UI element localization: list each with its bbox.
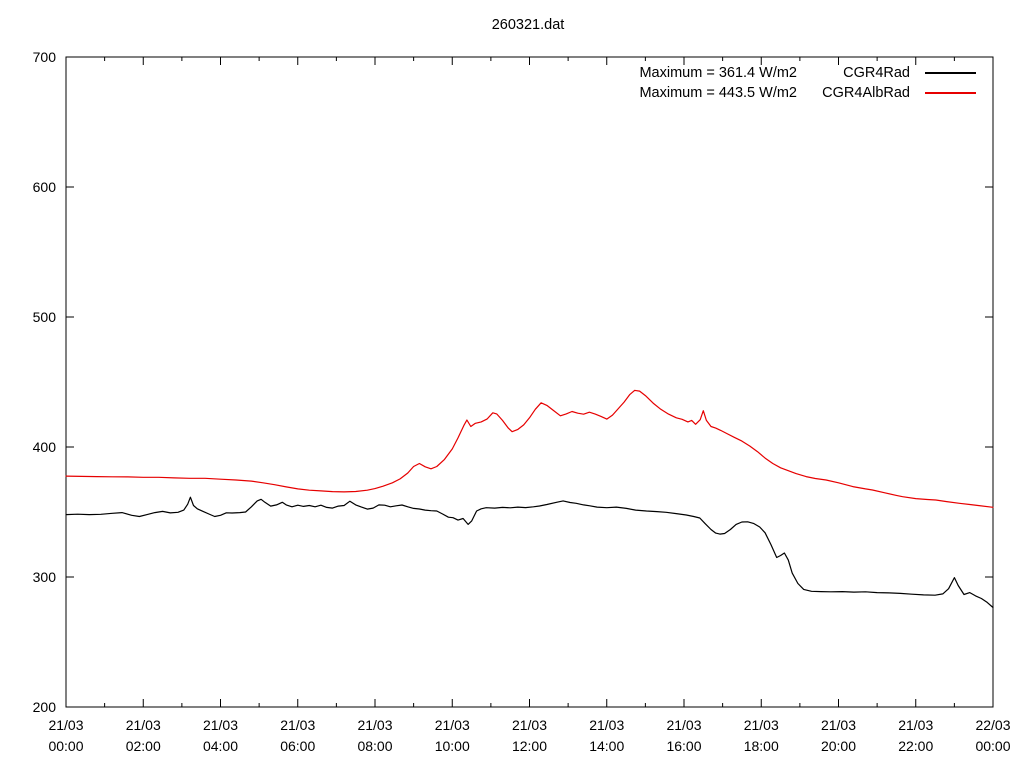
x-tick-label-date: 21/03 (744, 717, 779, 733)
x-tick-label-time: 16:00 (666, 738, 701, 754)
x-tick-label-date: 22/03 (975, 717, 1010, 733)
x-tick-label-time: 22:00 (898, 738, 933, 754)
x-tick-label-time: 20:00 (821, 738, 856, 754)
x-tick-label-date: 21/03 (435, 717, 470, 733)
x-tick-label-date: 21/03 (666, 717, 701, 733)
y-tick-label: 500 (33, 309, 57, 325)
legend-label-cgr4rad: CGR4Rad (843, 65, 910, 81)
x-tick-label-time: 12:00 (512, 738, 547, 754)
x-tick-label-date: 21/03 (898, 717, 933, 733)
x-tick-label-date: 21/03 (280, 717, 315, 733)
series-cgr4albrad-line (65, 389, 994, 508)
x-tick-label-date: 21/03 (126, 717, 161, 733)
x-tick-label-time: 02:00 (126, 738, 161, 754)
x-tick-label-date: 21/03 (203, 717, 238, 733)
series-cgr4rad-line (65, 496, 994, 609)
y-tick-label: 300 (33, 569, 57, 585)
x-tick-label-time: 10:00 (435, 738, 470, 754)
plot-border (65, 56, 994, 708)
x-tick-label-time: 00:00 (48, 738, 83, 754)
legend-line-sample-cgr4albrad (925, 91, 976, 94)
legend-label-cgr4albrad: CGR4AlbRad (822, 84, 910, 101)
legend-annotation-cgr4rad: Maximum = 361.4 W/m2 (639, 65, 797, 81)
x-tick-label-date: 21/03 (48, 717, 83, 733)
y-tick-label: 700 (33, 49, 57, 65)
legend-annotation-cgr4albrad: Maximum = 443.5 W/m2 (639, 84, 797, 101)
y-tick-label: 200 (33, 699, 57, 715)
x-tick-label-date: 21/03 (821, 717, 856, 733)
x-tick-label-time: 00:00 (975, 738, 1010, 754)
x-tick-label-date: 21/03 (512, 717, 547, 733)
x-tick-label-time: 08:00 (357, 738, 392, 754)
x-tick-label-date: 21/03 (357, 717, 392, 733)
x-tick-label-time: 14:00 (589, 738, 624, 754)
chart-title: 260321.dat (491, 17, 565, 33)
x-tick-label-time: 04:00 (203, 738, 238, 754)
y-tick-label: 600 (33, 179, 57, 195)
legend-line-sample-cgr4rad (925, 72, 976, 74)
x-tick-label-time: 18:00 (744, 738, 779, 754)
y-tick-label: 400 (33, 439, 57, 455)
x-tick-label-date: 21/03 (589, 717, 624, 733)
x-tick-label-time: 06:00 (280, 738, 315, 754)
